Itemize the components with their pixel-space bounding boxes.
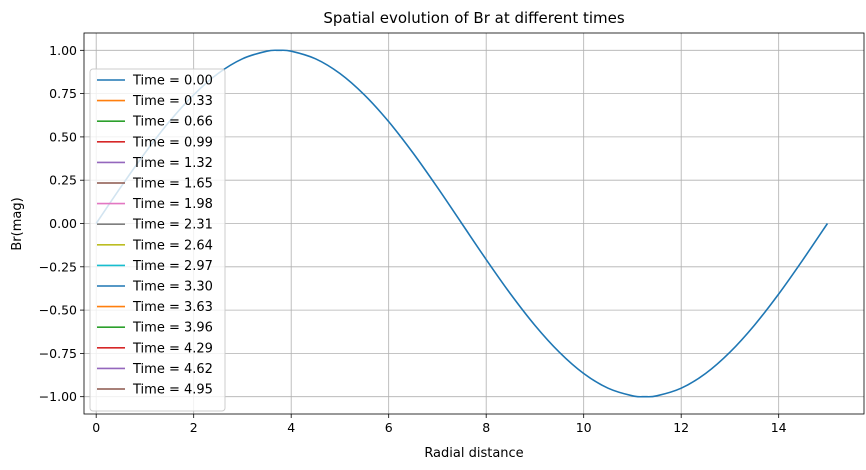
- x-tick-label: 4: [287, 420, 295, 435]
- legend-label: Time = 4.95: [132, 383, 213, 398]
- y-tick-label: −1.00: [39, 389, 77, 404]
- y-tick-label: −0.75: [39, 346, 77, 361]
- y-tick-label: −0.25: [39, 259, 77, 274]
- legend-label: Time = 2.31: [132, 218, 213, 233]
- y-tick-label: 0.75: [49, 86, 77, 101]
- x-tick-label: 12: [673, 420, 689, 435]
- y-tick-label: 0.25: [49, 173, 77, 188]
- legend-label: Time = 3.30: [132, 280, 213, 295]
- x-tick-label: 6: [385, 420, 393, 435]
- legend-label: Time = 3.96: [132, 321, 213, 336]
- legend-label: Time = 4.29: [132, 341, 213, 356]
- legend: Time = 0.00 Time = 0.33 Time = 0.66 Time = …: [89, 68, 226, 412]
- legend-label: Time = 1.32: [132, 156, 213, 171]
- chart-title: Spatial evolution of Br at different tim…: [323, 9, 625, 27]
- grid: [84, 33, 864, 414]
- legend-label: Time = 0.00: [132, 74, 213, 89]
- x-tick-label: 0: [92, 420, 100, 435]
- legend-label: Time = 4.62: [132, 362, 213, 377]
- legend-label: Time = 3.63: [132, 300, 213, 315]
- legend-label: Time = 2.64: [132, 238, 213, 253]
- legend-box: [89, 68, 226, 412]
- y-tick-label: 1.00: [49, 43, 77, 58]
- x-tick-label: 10: [576, 420, 592, 435]
- series-layer: [95, 49, 829, 398]
- x-tick-label: 14: [771, 420, 787, 435]
- y-tick-label: 0.00: [49, 216, 77, 231]
- y-tick-label: −0.50: [39, 303, 77, 318]
- legend-label: Time = 0.66: [132, 115, 213, 130]
- legend-label: Time = 2.97: [132, 259, 213, 274]
- x-axis-title: Radial distance: [424, 446, 523, 461]
- y-tick-label: 0.50: [49, 129, 77, 144]
- legend-label: Time = 0.99: [132, 135, 213, 150]
- y-axis-ticks: 1.00 0.75 0.50 0.25 0.00 −0.25 −0.50 −0.75 −1.00: [39, 43, 84, 404]
- legend-label: Time = 0.33: [132, 94, 213, 109]
- y-axis-title: Br(mag): [10, 197, 25, 250]
- x-axis-ticks: 0 2 4 6 8 10 12 14: [92, 414, 787, 435]
- legend-label: Time = 1.98: [132, 197, 213, 212]
- x-tick-label: 2: [190, 420, 198, 435]
- x-tick-label: 8: [482, 420, 490, 435]
- legend-label: Time = 1.65: [132, 177, 213, 192]
- series-line-0: [95, 49, 829, 398]
